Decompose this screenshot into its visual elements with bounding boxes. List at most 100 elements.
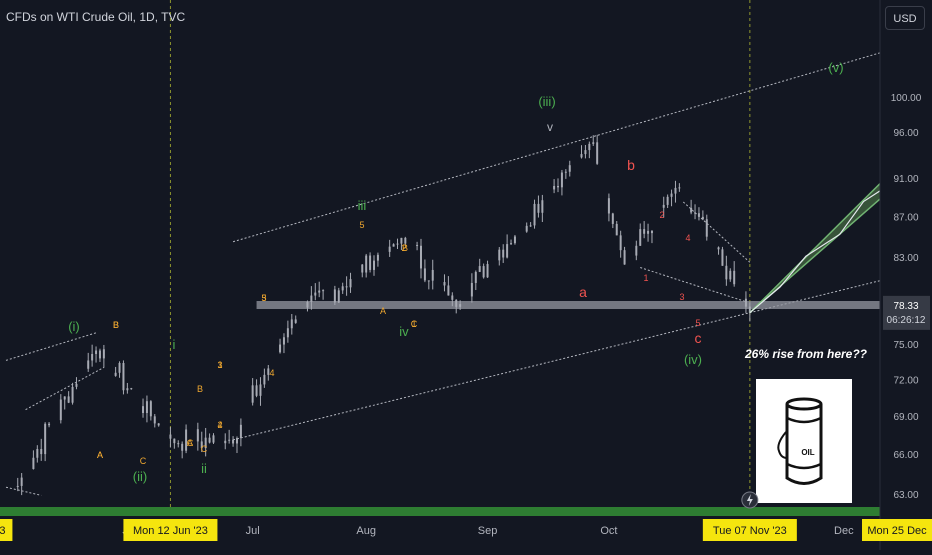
- candle-body: [443, 282, 446, 286]
- candle-body: [701, 216, 704, 220]
- oil-barrel-ring: [786, 416, 822, 424]
- candle-body: [459, 304, 462, 307]
- oil-icon-label: OIL: [801, 448, 814, 457]
- x-tick-label: Sep: [478, 525, 498, 537]
- x-tick-label: Tue 07 Nov '23: [713, 525, 787, 537]
- left-low-line: [5, 486, 42, 496]
- candle-body: [388, 246, 391, 252]
- candle-body: [212, 435, 215, 443]
- wave-label: (ii): [133, 469, 147, 484]
- candle-body: [196, 429, 199, 442]
- candle-body: [16, 485, 19, 487]
- lower-channel-line: [232, 280, 881, 441]
- candle-body: [122, 362, 125, 391]
- candle-body: [59, 399, 62, 421]
- y-tick-label: 96.00: [893, 128, 918, 139]
- candle-body: [717, 247, 720, 250]
- wave-label: b: [627, 157, 635, 173]
- candle-body: [263, 374, 266, 385]
- candle-body: [345, 286, 348, 288]
- candle-body: [721, 249, 724, 266]
- subwave-label: B: [197, 384, 203, 394]
- channel-lines-layer: [5, 52, 915, 496]
- candle-body: [36, 448, 39, 458]
- candle-body: [419, 245, 422, 269]
- candle-body: [294, 319, 297, 323]
- wave-label: (iv): [684, 352, 702, 367]
- candle-body: [75, 383, 78, 387]
- chart-title: CFDs on WTI Crude Oil, 1D, TVC: [6, 10, 186, 24]
- candle-body: [373, 260, 376, 270]
- candle-body: [224, 440, 227, 444]
- subwave-label: 5: [359, 220, 364, 230]
- price-badge-value: 78.33: [893, 301, 918, 312]
- y-tick-label: 83.00: [893, 253, 918, 264]
- candle-body: [20, 477, 23, 486]
- candle-body: [365, 255, 368, 273]
- candle-body: [91, 353, 94, 361]
- candle-body: [314, 292, 317, 296]
- wave-label: ii: [201, 461, 207, 476]
- candle-body: [255, 385, 258, 396]
- candle-body: [619, 235, 622, 251]
- candle-body: [282, 337, 285, 345]
- candle-body: [98, 350, 101, 359]
- candle-body: [40, 448, 43, 455]
- candle-body: [341, 286, 344, 291]
- price-badge: [883, 295, 930, 330]
- candle-body: [639, 229, 642, 246]
- x-tick-label: May '23: [0, 525, 6, 537]
- wave-label: 5: [261, 293, 266, 303]
- candle-body: [44, 423, 47, 455]
- y-tick-label: 66.00: [893, 450, 918, 461]
- candle-body: [560, 172, 563, 188]
- oil-barrel-icon: OIL: [756, 379, 852, 503]
- candle-body: [286, 328, 289, 338]
- subwave-label: B: [402, 243, 408, 253]
- candle-body: [239, 424, 242, 439]
- candle-body: [251, 385, 254, 403]
- candle-body: [486, 264, 489, 278]
- wave-label: i: [173, 337, 176, 352]
- candle-body: [208, 437, 211, 443]
- candle-body: [725, 265, 728, 280]
- candle-body: [744, 298, 747, 307]
- left-wedge-top-line: [5, 332, 97, 361]
- candle-body: [568, 165, 571, 172]
- candle-body: [349, 279, 352, 288]
- wave-label: 2: [401, 243, 406, 253]
- subwave-label: C: [140, 456, 147, 466]
- candle-body: [431, 269, 434, 281]
- candle-body: [733, 270, 736, 285]
- candle-body: [478, 266, 481, 272]
- wave-label: 5: [695, 318, 700, 328]
- candle-body: [482, 266, 485, 278]
- lightning-bolt: [746, 494, 753, 506]
- subwave-label: 3: [261, 293, 266, 303]
- candle-body: [525, 225, 528, 232]
- candle-body: [32, 457, 35, 470]
- candle-body: [396, 243, 399, 245]
- x-tick-highlight: [702, 519, 797, 541]
- candle-body: [584, 150, 587, 155]
- candle-body: [607, 198, 610, 214]
- candle-body: [118, 362, 121, 373]
- candle-body: [63, 396, 66, 400]
- subwave-label: 2: [217, 420, 222, 430]
- candle-body: [729, 270, 732, 280]
- wave-label: 4: [685, 233, 690, 243]
- ending-diagonal-bottom-line: [640, 267, 747, 303]
- candle-body: [697, 213, 700, 217]
- candle-body: [392, 244, 395, 247]
- candle-body: [169, 434, 172, 439]
- candle-body: [102, 349, 105, 359]
- candle-body: [470, 282, 473, 297]
- subwave-label: B: [113, 320, 119, 330]
- candle-body: [474, 271, 477, 283]
- x-tick-label: Oct: [600, 525, 617, 537]
- currency-button[interactable]: USD: [885, 6, 925, 30]
- candle-body: [149, 401, 152, 417]
- subwave-label: 1: [217, 360, 222, 370]
